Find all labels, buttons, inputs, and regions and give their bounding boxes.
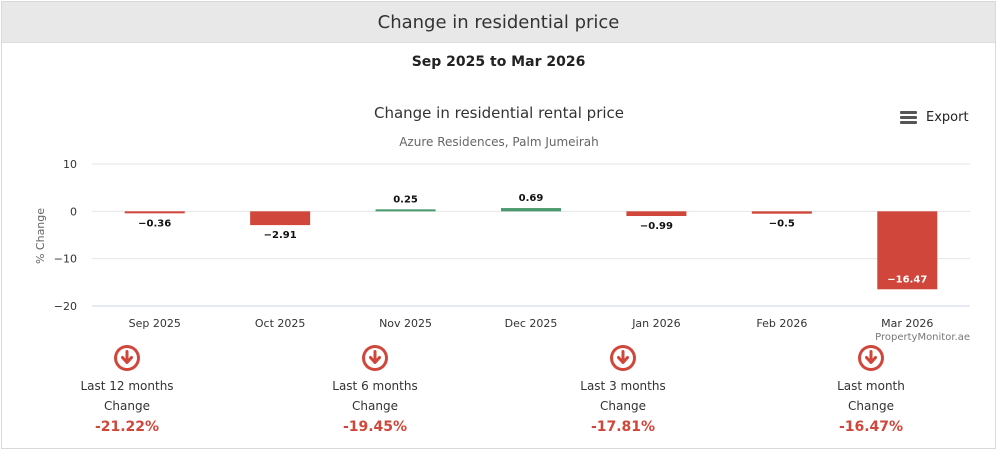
summary-period: Last 12 months xyxy=(80,379,174,393)
data-label: 0.69 xyxy=(519,193,544,204)
export-label: Export xyxy=(926,109,969,125)
bar-dec-2025[interactable] xyxy=(501,208,561,212)
data-label: 0.25 xyxy=(393,194,418,205)
panel-title: Change in residential price xyxy=(377,11,620,33)
bar-sep-2025[interactable] xyxy=(124,211,185,214)
summary-change-value: -16.47% xyxy=(838,419,904,435)
summary-stats: Last 12 months Change -21.22% Last 6 months… xyxy=(2,345,997,445)
grid-lines xyxy=(92,163,970,307)
summary-change-label: Change xyxy=(600,399,646,413)
x-tick-label: Oct 2025 xyxy=(255,317,306,330)
x-axis-ticks: Sep 2025 Oct 2025 Nov 2025 Dec 2025 Jan 2026… xyxy=(129,317,934,330)
bar-feb-2026[interactable] xyxy=(751,211,812,214)
data-label: −16.47 xyxy=(887,274,927,285)
x-tick-label: Dec 2025 xyxy=(505,317,558,330)
chart-subtitle: Azure Residences, Palm Jumeirah xyxy=(399,135,599,149)
y-tick-label: 10 xyxy=(63,158,77,171)
summary-stat: Last 3 months Change -17.81% xyxy=(523,345,723,435)
bar-mar-2026[interactable] xyxy=(877,211,938,290)
bars xyxy=(124,208,938,290)
data-label: −2.91 xyxy=(264,230,297,241)
data-label: −0.36 xyxy=(138,218,171,229)
y-tick-label: −20 xyxy=(54,300,77,313)
bar-jan-2026[interactable] xyxy=(626,211,687,217)
summary-change-value: -17.81% xyxy=(590,419,656,435)
summary-period: Last 6 months xyxy=(332,379,418,393)
summary-stat: Last 12 months Change -21.22% xyxy=(27,345,227,435)
summary-change-label: Change xyxy=(104,399,150,413)
x-tick-label: Sep 2025 xyxy=(129,317,181,330)
summary-stat: Last 6 months Change -19.45% xyxy=(275,345,475,435)
arrow-down-circle-icon xyxy=(858,345,884,371)
data-label: −0.5 xyxy=(769,219,795,230)
x-tick-label: Feb 2026 xyxy=(756,317,807,330)
arrow-down-circle-icon xyxy=(610,345,636,371)
bar-nov-2025[interactable] xyxy=(375,209,436,212)
date-range-label: Sep 2025 to Mar 2026 xyxy=(411,54,586,70)
chart-credit[interactable]: PropertyMonitor.ae xyxy=(875,332,970,342)
data-label: −0.99 xyxy=(640,221,673,232)
summary-period: Last month xyxy=(837,379,905,393)
summary-period: Last 3 months xyxy=(580,379,666,393)
chart-title: Change in residential rental price xyxy=(374,104,624,122)
summary-stat: Last month Change -16.47% xyxy=(771,345,971,435)
x-tick-label: Mar 2026 xyxy=(881,317,933,330)
arrow-down-circle-icon xyxy=(114,345,140,371)
x-tick-label: Nov 2025 xyxy=(379,317,432,330)
y-tick-label: 0 xyxy=(70,205,77,218)
bar-chart: Change in residential rental price Azure… xyxy=(34,104,970,342)
export-button[interactable]: Export xyxy=(900,106,969,128)
chart-container: Change in residential rental price Azure… xyxy=(2,92,997,342)
summary-change-label: Change xyxy=(848,399,894,413)
y-axis-title: % Change xyxy=(34,208,47,264)
summary-change-label: Change xyxy=(352,399,398,413)
menu-icon xyxy=(900,110,917,124)
y-axis-ticks: 10 0 −10 −20 xyxy=(54,158,77,313)
bar-labels: −0.36 −2.91 0.25 0.69 −0.99 −0.5 −16.47 xyxy=(138,193,927,285)
arrow-down-circle-icon xyxy=(362,345,388,371)
summary-change-value: -19.45% xyxy=(342,419,408,435)
bar-oct-2025[interactable] xyxy=(250,211,311,226)
panel-header: Change in residential price xyxy=(2,2,995,43)
y-tick-label: −10 xyxy=(54,253,77,266)
x-tick-label: Jan 2026 xyxy=(631,317,680,330)
summary-change-value: -21.22% xyxy=(94,419,160,435)
